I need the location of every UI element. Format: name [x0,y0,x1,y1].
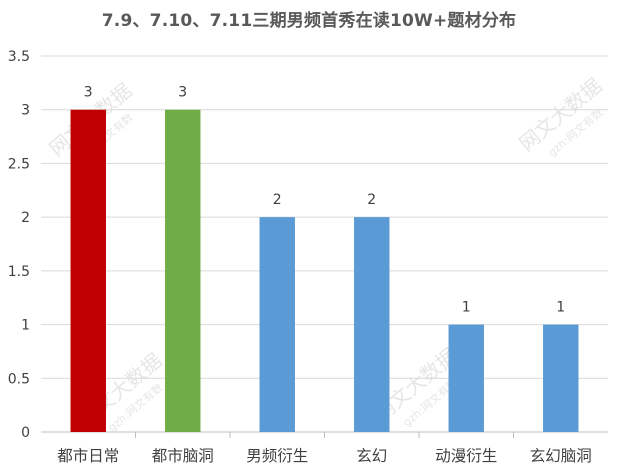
y-tick-label: 0 [21,425,30,441]
watermark-layer: 网文大数据gzh:网文有数网文大数据gzh:网文有数网文大数据gzh:网文有数网… [44,73,606,434]
y-tick-label: 3.5 [8,49,30,65]
data-label-3: 2 [273,192,282,208]
x-category-label-2: 都市脑洞 [152,447,214,465]
data-label-4: 2 [367,192,376,208]
x-category-label-1: 都市日常 [57,447,119,465]
x-category-label-4: 玄幻 [356,447,387,465]
bar-1 [70,109,106,432]
y-tick-label: 1 [21,318,30,334]
bar-3 [259,217,295,432]
bar-5 [448,324,484,432]
data-label-1: 3 [84,85,93,101]
y-tick-label: 2 [21,210,30,226]
y-tick-label: 1.5 [8,264,30,280]
x-category-label-3: 男频衍生 [246,447,308,465]
data-labels: 3 3 2 2 1 1 [84,85,565,316]
bar-6 [543,324,579,432]
data-label-6: 1 [556,300,565,316]
bar-2 [165,109,201,432]
y-tick-label: 2.5 [8,156,30,172]
x-category-label-6: 玄幻脑洞 [530,447,592,465]
data-label-2: 3 [178,85,187,101]
bar-4 [354,217,390,432]
chart-title: 7.9、7.10、7.11三期男频首秀在读10W+题材分布 [101,11,517,31]
y-tick-label: 3 [21,103,30,119]
y-axis: 0 0.5 1 1.5 2 2.5 3 3.5 [8,49,30,441]
x-axis: 都市日常 都市脑洞 男频衍生 玄幻 动漫衍生 玄幻脑洞 [57,432,592,465]
y-tick-label: 0.5 [8,371,30,387]
x-category-label-5: 动漫衍生 [435,447,497,465]
data-label-5: 1 [462,300,471,316]
bars [70,109,579,432]
